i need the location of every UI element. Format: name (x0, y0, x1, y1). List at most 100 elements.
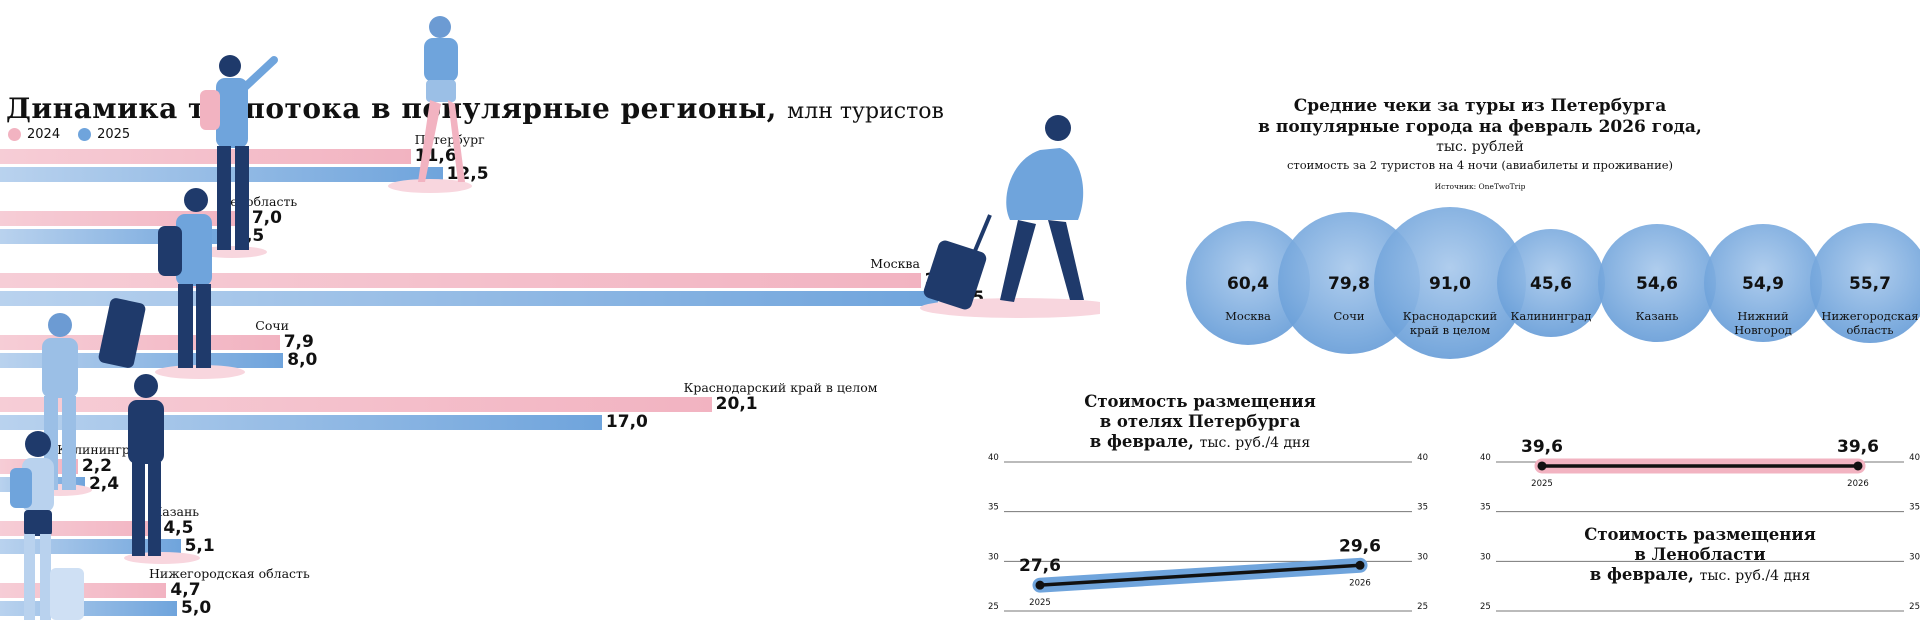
check-bubble-label-line: Сочи (1333, 309, 1365, 323)
checks-title-line1: Средние чеки за туры из Петербурга (1293, 96, 1667, 116)
check-bubble-value: 55,7 (1849, 274, 1891, 294)
bar-value-label: 4,5 (163, 518, 194, 538)
check-bubble-value: 91,0 (1429, 274, 1471, 294)
bar-category-label: Нижегородская область (149, 566, 310, 581)
checks-subtitle: стоимость за 2 туристов на 4 ночи (авиаб… (1286, 158, 1674, 172)
check-bubble-value: 45,6 (1530, 274, 1572, 294)
check-bubble-label-line: Нижегородская (1821, 309, 1919, 323)
bar-value-label: 7,9 (283, 332, 314, 352)
check-bubble-label: Краснодарский край в целом (1390, 309, 1510, 337)
hotel-spb-title: Стоимость размещения в отелях Петербурга… (1020, 392, 1380, 453)
bar-value-label: 2,4 (88, 474, 120, 494)
bar-2025 (0, 291, 939, 306)
y-tick-label: 35 (1480, 503, 1491, 513)
data-label: 39,6 (1837, 437, 1879, 457)
y-tick-label: 30 (1480, 552, 1491, 562)
check-bubble-label-line: Москва (1225, 309, 1271, 323)
hotel-lo-title-line3-wrap: в феврале, тыс. руб./4 дня (1520, 565, 1880, 586)
main-chart-title-text: Динамика турпотока в популярные регионы, (6, 92, 777, 125)
legend-label-2025: 2025 (97, 127, 131, 142)
y-tick-label: 40 (1480, 453, 1491, 463)
y-tick-label: 35 (1909, 503, 1920, 513)
check-bubble-label: Нижегородская область (1810, 309, 1920, 337)
x-tick-label: 2025 (1531, 479, 1553, 489)
check-bubble (1810, 223, 1920, 343)
hotel-spb-title-line3: в феврале, (1089, 432, 1194, 451)
legend-item-2025: 2025 (78, 127, 130, 142)
legend-swatch-2025 (78, 128, 92, 141)
bar-value-label: 5,1 (184, 536, 215, 556)
bar-value-label: 2,2 (81, 456, 113, 476)
check-bubble-label-line: край в целом (1409, 323, 1491, 337)
bar-2024 (0, 273, 921, 288)
y-tick-label: 40 (988, 453, 999, 463)
data-point (1355, 560, 1365, 570)
data-label: 27,6 (1019, 556, 1061, 576)
legend-swatch-2024 (8, 128, 21, 141)
bar-value-label: 5,0 (181, 598, 212, 618)
traveler-girl-luggage-icon (10, 431, 84, 620)
y-tick-label: 35 (1417, 503, 1428, 513)
traveler-man-backpack-icon (98, 188, 245, 379)
bar-category-label: Казань (152, 504, 200, 519)
check-bubble-label: Сочи (1289, 309, 1409, 323)
check-bubble (1703, 223, 1823, 343)
hotel-spb-unit: тыс. руб./4 дня (1199, 435, 1311, 451)
hotel-spb-title-line1: Стоимость размещения (1084, 392, 1316, 411)
main-chart-legend: 2024 2025 (8, 127, 130, 142)
traveler-woman-hat-icon (124, 374, 200, 564)
y-tick-label: 25 (1480, 602, 1491, 612)
check-bubble-label: Нижний Новгород (1703, 309, 1823, 337)
y-tick-label: 25 (988, 602, 999, 612)
check-bubble-label-line: область (1846, 323, 1894, 337)
y-tick-label: 40 (1909, 453, 1920, 463)
y-tick-label: 25 (1909, 602, 1920, 612)
checks-title: Средние чеки за туры из Петербурга в поп… (1180, 96, 1780, 138)
bar-category-label: Сочи (255, 318, 289, 333)
series-line (1039, 563, 1361, 587)
main-chart-unit: млн туристов (787, 99, 944, 124)
legend-item-2024: 2024 (8, 127, 60, 142)
traveler-illustrations (10, 16, 1100, 620)
x-tick-label: 2026 (1847, 479, 1869, 489)
check-bubble-label-line: Краснодарский (1402, 309, 1498, 323)
hotel-lo-title-line1: Стоимость размещения (1584, 525, 1816, 544)
y-tick-label: 40 (1417, 453, 1428, 463)
hotel-lo-unit: тыс. руб./4 дня (1699, 568, 1811, 584)
bar-category-label: Москва (870, 256, 920, 271)
y-tick-label: 25 (1417, 602, 1428, 612)
hotel-spb-title-line3-wrap: в феврале, тыс. руб./4 дня (1020, 432, 1380, 453)
bar-value-label: 8,0 (287, 350, 318, 370)
data-point (1537, 461, 1547, 471)
check-bubble-value: 54,9 (1742, 274, 1784, 294)
check-bubble-value: 60,4 (1227, 274, 1269, 294)
check-bubble-value: 54,6 (1636, 274, 1678, 294)
checks-unit: тыс. рублей (1436, 139, 1524, 155)
check-bubble-label-line: Калининград (1510, 309, 1592, 323)
bar-category-label: Краснодарский край в целом (683, 380, 878, 395)
check-bubble-label-line: Новгород (1734, 323, 1792, 337)
data-label: 29,6 (1339, 536, 1381, 556)
y-tick-label: 35 (988, 503, 999, 513)
traveler-man-selfie-icon (197, 55, 278, 258)
data-point (1035, 580, 1045, 590)
check-bubble-value: 79,8 (1328, 274, 1370, 294)
x-tick-label: 2026 (1349, 578, 1371, 588)
hotel-lo-title-line2: в Ленобласти (1634, 545, 1766, 564)
y-tick-label: 30 (1909, 552, 1920, 562)
bar-value-label: 4,7 (170, 580, 201, 600)
hotel-spb-title-line2: в отелях Петербурга (1099, 412, 1301, 431)
y-tick-label: 30 (1417, 552, 1428, 562)
main-chart-title: Динамика турпотока в популярные регионы,… (6, 92, 944, 125)
check-bubble-label-line: Нижний (1737, 309, 1789, 323)
check-bubble (1496, 228, 1605, 337)
legend-label-2024: 2024 (27, 127, 61, 142)
checks-source: Источник: OneTwoTrip (1434, 182, 1526, 191)
bar-value-label: 17,0 (605, 412, 648, 432)
bar-value-label: 20,1 (715, 394, 758, 414)
traveler-woman-phone-icon (388, 16, 472, 193)
bar-2024 (0, 149, 411, 164)
hotel-lo-title: Стоимость размещения в Ленобласти в февр… (1520, 525, 1880, 586)
